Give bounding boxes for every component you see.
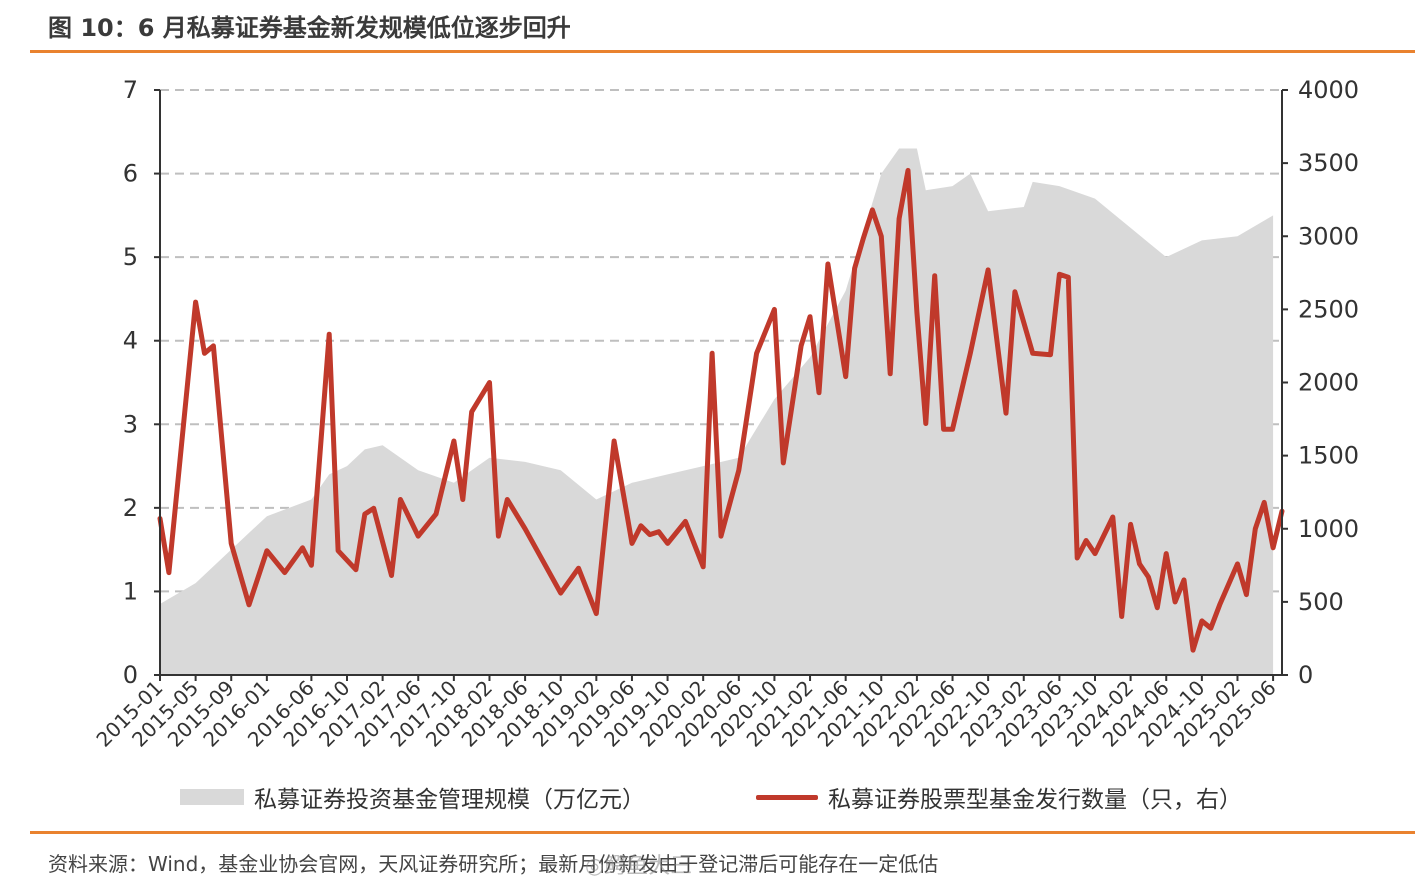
footer-rule — [30, 831, 1415, 834]
legend-label-aum: 私募证券投资基金管理规模（万亿元） — [254, 787, 645, 813]
watermark: ◎鳄鱼大三 — [585, 854, 693, 879]
chart-title: 图 10：6 月私募证券基金新发规模低位逐步回升 — [48, 14, 571, 42]
source-note: 资料来源：Wind，基金业协会官网，天风证券研究所；最新月份新发由于登记滞后可能… — [48, 852, 939, 876]
axes — [154, 89, 1288, 681]
y-left-tick-label: 2 — [123, 494, 138, 522]
y-left-tick-label: 5 — [123, 243, 138, 271]
legend-swatch-area — [180, 789, 244, 805]
legend-label-issuance: 私募证券股票型基金发行数量（只，右） — [828, 787, 1242, 813]
y-right-tick-label: 1000 — [1298, 515, 1359, 543]
y-right-tick-label: 4000 — [1298, 76, 1359, 104]
y-right-tick-label: 2000 — [1298, 369, 1359, 397]
x-axis-labels: 2015-012015-052015-092016-012016-062016-… — [91, 676, 1280, 752]
y-left-tick-label: 0 — [123, 661, 138, 689]
y-right-tick-label: 3500 — [1298, 149, 1359, 177]
y-axis-left-labels: 0 1 2 3 4 5 6 7 — [123, 76, 138, 689]
legend-swatch-line — [756, 794, 818, 800]
y-left-tick-label: 4 — [123, 327, 138, 355]
legend-item-aum: 私募证券投资基金管理规模（万亿元） — [180, 780, 645, 814]
y-right-tick-label: 0 — [1298, 661, 1313, 689]
header-rule — [30, 50, 1415, 53]
y-left-tick-label: 3 — [123, 410, 138, 438]
y-right-tick-label: 3000 — [1298, 222, 1359, 250]
y-left-tick-label: 7 — [123, 76, 138, 104]
legend: 私募证券投资基金管理规模（万亿元） 私募证券股票型基金发行数量（只，右） — [0, 780, 1415, 824]
y-right-tick-label: 500 — [1298, 588, 1344, 616]
legend-item-issuance: 私募证券股票型基金发行数量（只，右） — [756, 780, 1242, 814]
y-left-tick-label: 6 — [123, 160, 138, 188]
area-series-aum — [160, 148, 1274, 675]
y-right-tick-label: 2500 — [1298, 295, 1359, 323]
y-axis-right-labels: 0 500 1000 1500 2000 2500 3000 3500 4000 — [1298, 76, 1359, 689]
y-right-tick-label: 1500 — [1298, 442, 1359, 470]
y-left-tick-label: 1 — [123, 577, 138, 605]
line-series-issuance — [157, 167, 1285, 653]
combo-chart: 0 1 2 3 4 5 6 7 0 500 1000 1500 2000 2500 3000 3500 400… — [91, 76, 1359, 752]
